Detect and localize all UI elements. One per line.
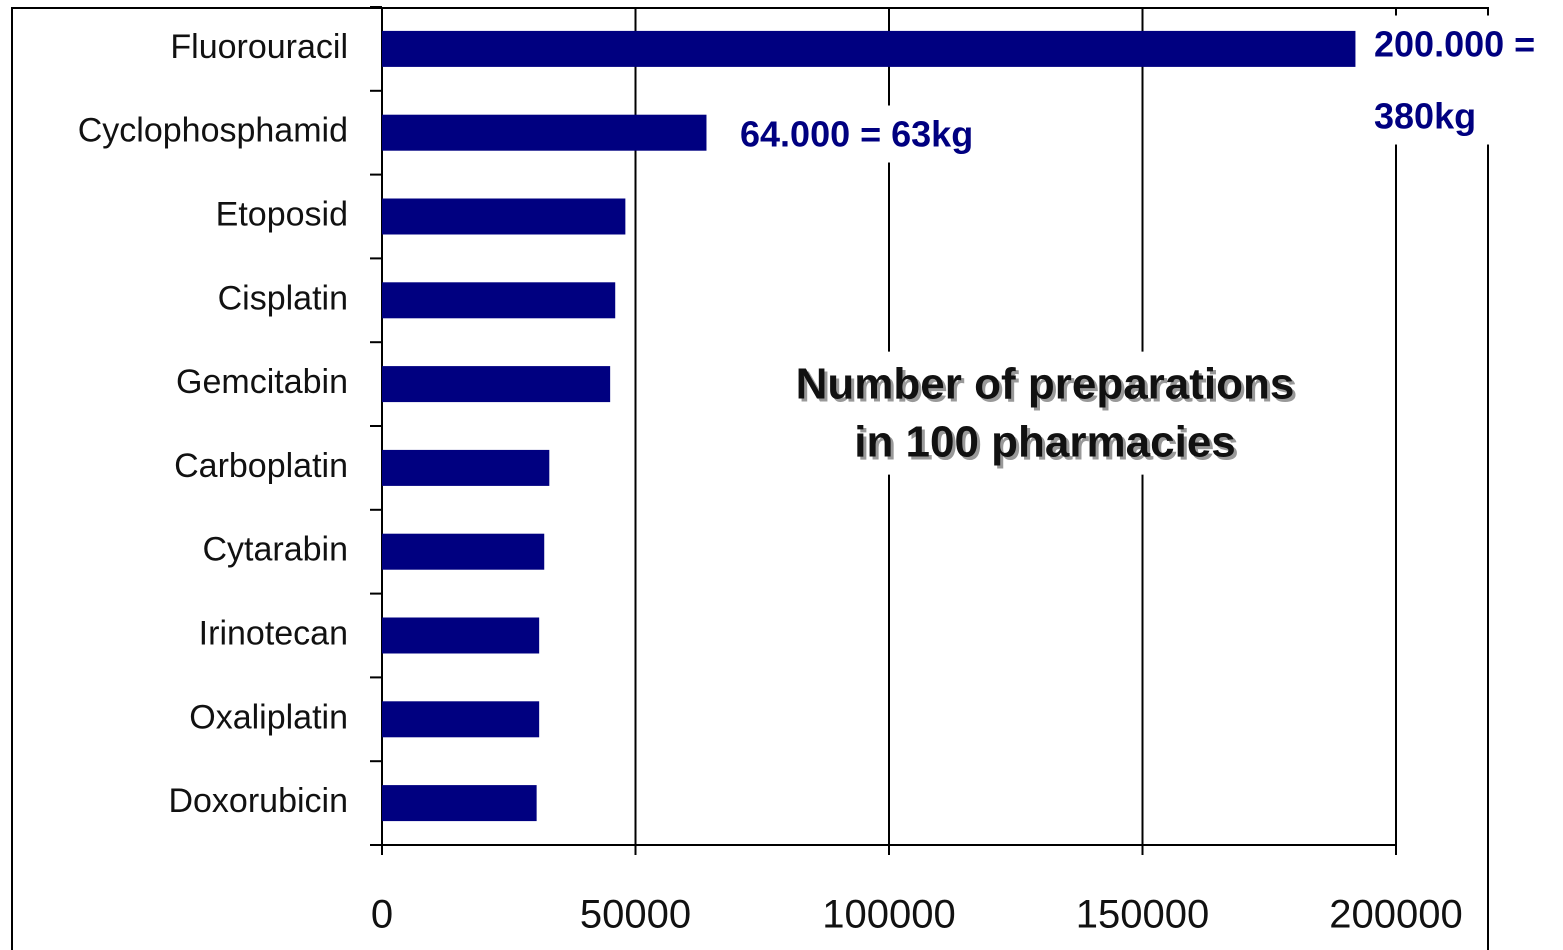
- bar: [382, 533, 545, 570]
- x-tick-label: 200000: [1329, 893, 1462, 937]
- y-tick-label: Cyclophosphamid: [78, 112, 348, 150]
- y-tick-label: Oxaliplatin: [189, 698, 348, 736]
- annotation: 64.000 = 63kg: [732, 105, 982, 163]
- annotation-text: 64.000 = 63kg: [740, 114, 973, 155]
- annotation-background: [1366, 15, 1544, 145]
- y-tick-label: Cisplatin: [218, 279, 348, 317]
- x-tick-label: 0: [371, 893, 393, 937]
- x-tick-label: 150000: [1076, 893, 1209, 937]
- bar: [382, 785, 537, 822]
- annotation-text: 200.000 =: [1374, 24, 1535, 65]
- y-tick-label: Gemcitabin: [176, 363, 348, 401]
- bar: [382, 282, 616, 319]
- annotation-shadow: Number of preparations: [799, 363, 1298, 412]
- y-tick-label: Carboplatin: [174, 447, 348, 485]
- annotation-text: 380kg: [1374, 96, 1476, 137]
- annotation-background: [732, 105, 982, 163]
- annotation-background: [787, 351, 1303, 475]
- bar: [382, 114, 707, 151]
- y-tick-label: Fluorouracil: [170, 28, 348, 66]
- annotation: 200.000 = 380kg: [1366, 15, 1544, 145]
- x-tick-label: 100000: [822, 893, 955, 937]
- chart-border: [11, 7, 1489, 950]
- y-tick-label: Doxorubicin: [168, 782, 348, 820]
- y-tick-label: Cytarabin: [202, 531, 348, 569]
- bar: [382, 449, 550, 486]
- bar: [382, 701, 540, 738]
- annotation-text: Number of preparations: [796, 360, 1295, 409]
- y-tick-label: Irinotecan: [199, 614, 348, 652]
- bar: [382, 30, 1356, 67]
- annotation-text: in 100 pharmacies: [854, 418, 1236, 467]
- x-tick-label: 50000: [580, 893, 691, 937]
- annotation-shadow: in 100 pharmacies: [857, 421, 1239, 470]
- bar: [382, 366, 611, 403]
- bar: [382, 198, 626, 235]
- y-tick-label: Etoposid: [216, 195, 348, 233]
- bar: [382, 617, 540, 654]
